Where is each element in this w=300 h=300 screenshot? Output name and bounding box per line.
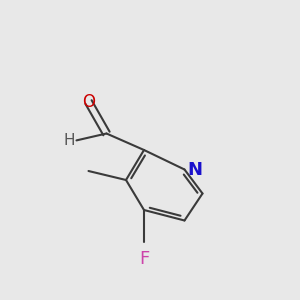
Text: H: H bbox=[64, 133, 75, 148]
Text: N: N bbox=[188, 161, 202, 179]
Text: F: F bbox=[139, 250, 149, 268]
Text: O: O bbox=[82, 93, 95, 111]
